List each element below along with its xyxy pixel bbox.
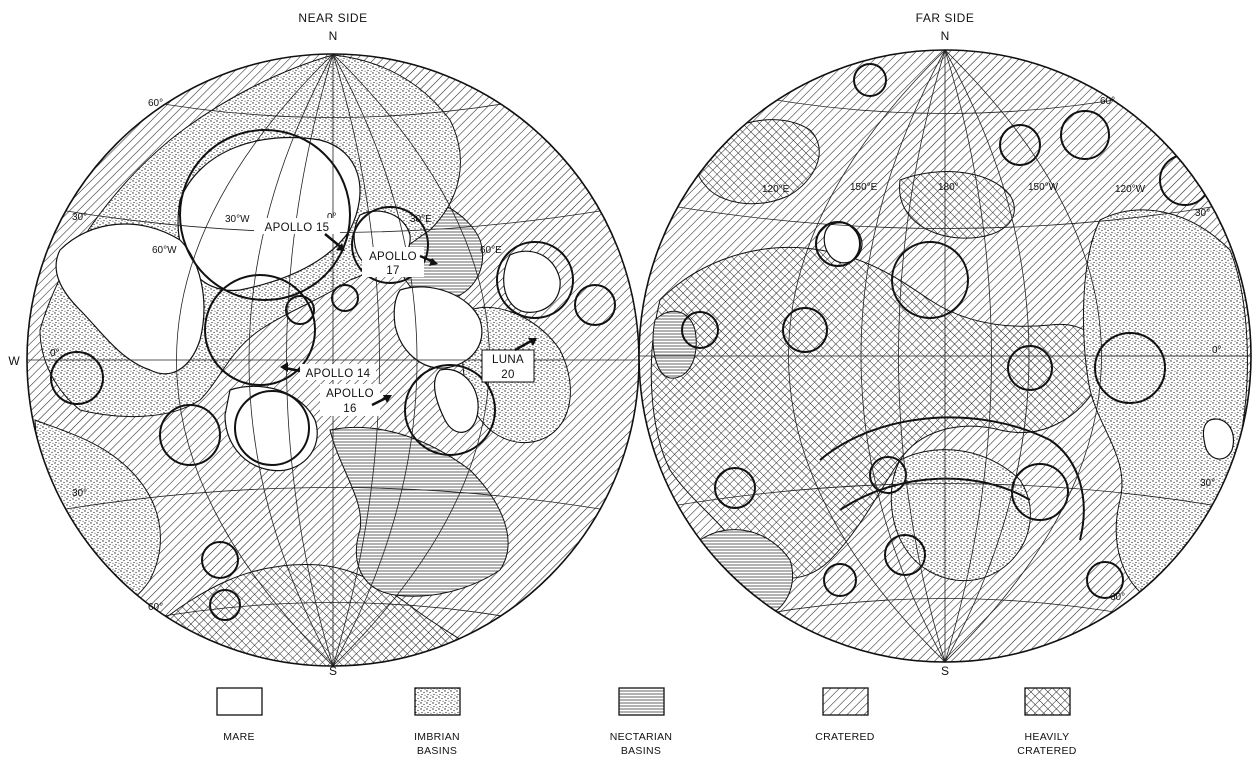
near-nectarian-region-south (329, 426, 509, 597)
legend-label: HEAVILY (1025, 731, 1070, 743)
near-mare-nubium (224, 385, 318, 472)
legend: MARE IMBRIAN BASINS NECTARIAN BASINS CRA… (216, 687, 1076, 757)
legend-item-heavily-cratered: HEAVILY CRATERED (1017, 687, 1076, 757)
site-label: APOLLO 15 (265, 222, 330, 234)
far-side-hemisphere: FAR SIDE N S 120°E 150°E 180° 150°W 120°… (638, 11, 1252, 678)
crisium-basin-ring (496, 241, 574, 319)
legend-swatch-heavily-cratered (1024, 687, 1071, 716)
near-lon-60e: 60°E (480, 245, 502, 256)
far-lat-0: 0° (1212, 345, 1222, 356)
procellarum-inner-ring (204, 274, 316, 386)
near-lat-30n: 30° (72, 212, 87, 223)
far-heavily-cratered-northeast (898, 171, 1015, 239)
korolev-basin-ring (891, 241, 969, 319)
legend-label: IMBRIAN (414, 731, 460, 743)
site-label-line-2: 20 (501, 369, 514, 381)
far-lon-120e: 120°E (762, 184, 790, 195)
legend-label-line-2: CRATERED (1017, 745, 1076, 757)
legend-swatch-nectarian (618, 687, 665, 716)
far-lon-150w: 150°W (1028, 182, 1059, 193)
near-north-label: N (329, 29, 338, 43)
legend-label: CRATERED (815, 731, 874, 743)
far-lon-120w: 120°W (1115, 184, 1146, 195)
site-label: LUNA (492, 354, 524, 366)
far-north-label: N (941, 29, 950, 43)
site-label: APOLLO 14 (306, 368, 371, 380)
far-south-label: S (941, 664, 949, 678)
site-label: APOLLO (326, 388, 374, 400)
far-lat-60n: 60° (1100, 96, 1115, 107)
far-side-outline (638, 49, 1252, 663)
site-label-line-2: 16 (343, 403, 356, 415)
near-lat-60s: 60° (148, 602, 163, 613)
legend-swatch-mare (216, 687, 263, 716)
serenitatis-basin-ring (351, 206, 429, 284)
nectaris-basin-ring (404, 364, 496, 456)
near-mare-imbrium (177, 136, 361, 292)
far-heavily-cratered-center (650, 247, 1104, 579)
site-label-line-2: 17 (386, 265, 399, 277)
near-mare-fecunditatis (433, 368, 479, 433)
legend-item-nectarian-basins: NECTARIAN BASINS (610, 687, 673, 757)
near-side-hemisphere: NEAR SIDE N S W 60°W 30°W 0° 30°E 60°E 6… (8, 11, 640, 678)
humorum-basin-ring (234, 390, 310, 466)
near-south-label: S (329, 664, 337, 678)
site-apollo-17: APOLLO 17 (362, 247, 438, 277)
near-mare-crisium (503, 250, 561, 313)
legend-label: MARE (223, 731, 255, 743)
far-side-title: FAR SIDE (916, 11, 975, 25)
far-lat-60s: 60° (1110, 592, 1125, 603)
legend-swatch-imbrian (414, 687, 461, 716)
site-apollo-16: APOLLO 16 (320, 384, 392, 416)
near-lat-60n: 60° (148, 98, 163, 109)
near-mare-tranquillitatis (393, 286, 483, 369)
far-lon-150e: 150°E (850, 182, 878, 193)
near-lon-30w: 30°W (225, 214, 250, 225)
site-label: APOLLO (369, 251, 417, 263)
legend-label-line-2: BASINS (417, 745, 457, 757)
moscoviense-basin-ring (815, 221, 861, 267)
hertzsprung-basin-ring (1094, 332, 1166, 404)
near-side-title: NEAR SIDE (298, 11, 367, 25)
near-lon-0: 0° (327, 212, 337, 223)
near-lat-30s: 30° (72, 488, 87, 499)
near-lon-30e: 30°E (410, 214, 432, 225)
far-lon-180: 180° (938, 182, 959, 193)
near-west-label: W (8, 354, 20, 368)
legend-item-mare: MARE (216, 687, 263, 743)
far-lat-30n: 30° (1195, 208, 1210, 219)
near-lat-0: 0° (50, 348, 60, 359)
near-basin-rings (50, 129, 616, 621)
legend-swatch-cratered (822, 687, 869, 716)
far-mare-patch-1 (1202, 418, 1234, 460)
legend-label-line-2: BASINS (621, 745, 661, 757)
legend-label: NECTARIAN (610, 731, 673, 743)
near-lon-60w: 60°W (152, 245, 177, 256)
site-apollo-15: APOLLO 15 (254, 218, 345, 251)
far-graticule (639, 50, 1251, 662)
legend-item-cratered: CRATERED (815, 687, 874, 743)
site-luna-20: LUNA 20 (481, 338, 537, 383)
site-apollo-14: APOLLO 14 (280, 362, 376, 380)
far-lat-30s: 30° (1200, 478, 1215, 489)
legend-item-imbrian-basins: IMBRIAN BASINS (414, 687, 461, 757)
